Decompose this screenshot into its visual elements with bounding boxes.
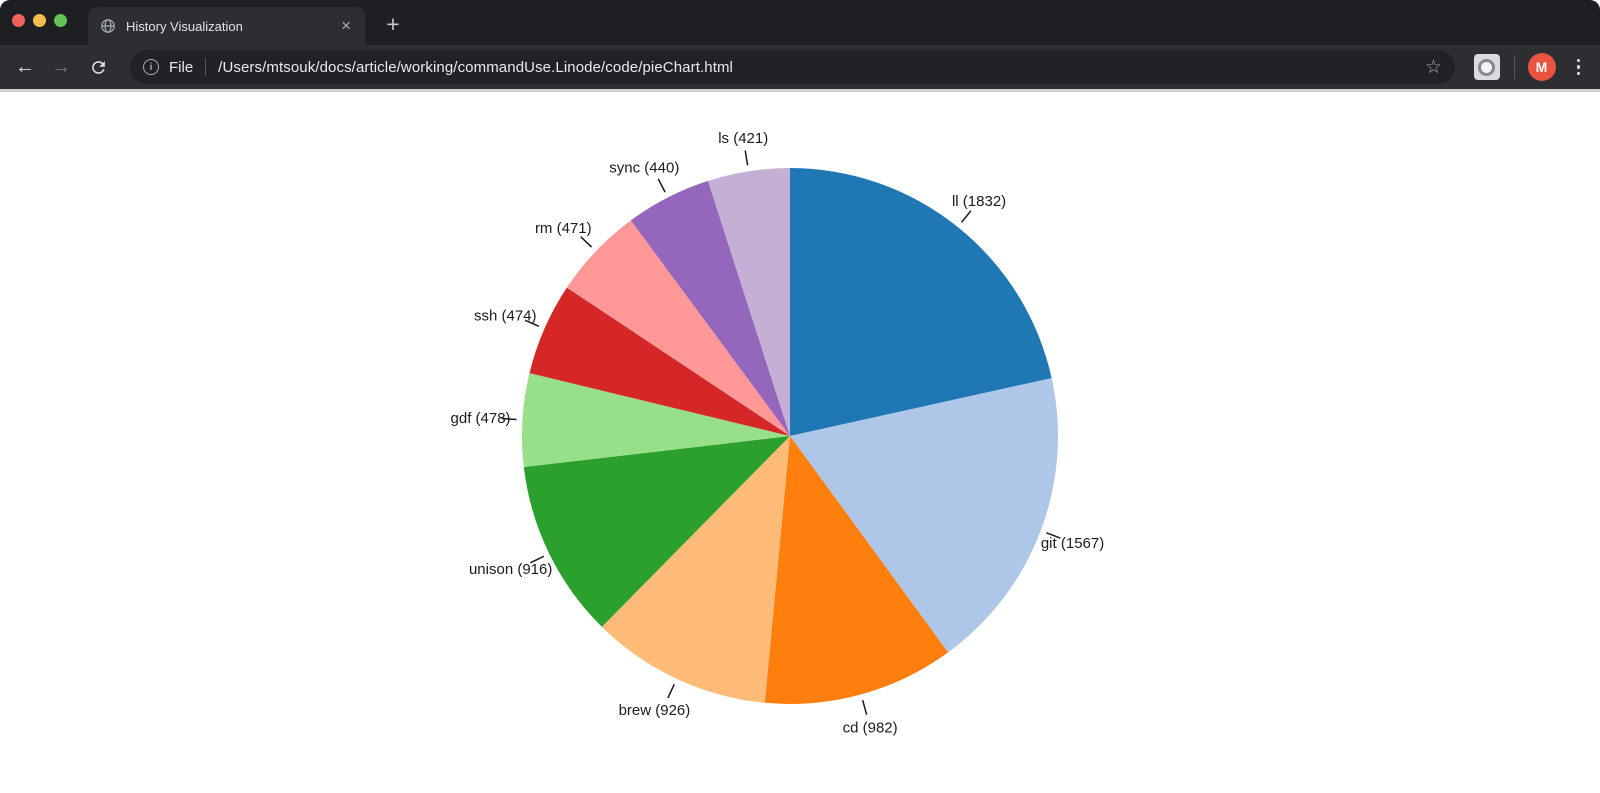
extension-logo-ring [1478, 58, 1495, 76]
pie-slice-sync [630, 180, 790, 436]
new-tab-button[interactable]: + [386, 10, 400, 37]
pie-slice-unison [523, 436, 790, 627]
minimize-window-button[interactable] [33, 14, 46, 27]
pie-tick-brew [667, 684, 675, 699]
toolbar-right-cluster: M [1473, 45, 1600, 89]
tab-history-visualization[interactable]: History Visualization × [88, 7, 365, 45]
pie-slice-rm [566, 220, 790, 436]
pie-chart: ll (1832) git (1567) cd (982) brew (926) uni… [451, 130, 1105, 737]
omnibox-separator [205, 58, 207, 76]
close-window-button[interactable] [12, 14, 25, 27]
info-glyph: i [149, 61, 153, 73]
toolbar-separator [1513, 55, 1515, 79]
pie-slice-ll [790, 168, 1052, 436]
browser-menu-icon[interactable] [1571, 55, 1587, 80]
pie-tick-ll [960, 210, 972, 223]
profile-avatar[interactable]: M [1527, 53, 1556, 81]
pie-slice-gdf [522, 373, 790, 468]
url-text[interactable]: /Users/mtsouk/docs/article/working/comma… [218, 58, 733, 76]
pie-tick-cd [861, 699, 868, 715]
pie-tick-sync [657, 178, 666, 193]
pie-label-cd: cd (982) [843, 719, 898, 736]
pie-tick-gdf [501, 417, 517, 421]
forward-button[interactable]: → [51, 55, 71, 78]
bookmark-star-icon[interactable]: ☆ [1424, 56, 1442, 78]
reload-button[interactable] [82, 45, 114, 89]
page-info-icon[interactable]: i [143, 59, 159, 75]
tab-strip: History Visualization × + [0, 0, 1600, 45]
pie-label-ssh: ssh (474) [474, 307, 537, 324]
pie-tick-ssh [524, 319, 540, 327]
window-controls [12, 14, 67, 27]
pie-tick-unison [530, 555, 545, 564]
pie-tick-ls [744, 150, 749, 166]
tab-close-icon[interactable]: × [341, 16, 351, 35]
pie-label-brew: brew (926) [619, 702, 691, 719]
pie-label-ll: ll (1832) [952, 193, 1006, 210]
pie-slice-brew [601, 436, 790, 703]
extension-icon[interactable] [1473, 54, 1500, 80]
back-button[interactable]: ← [15, 55, 35, 78]
pie-label-unison: unison (916) [469, 561, 552, 578]
pie-label-gdf: gdf (478) [451, 410, 511, 427]
pie-tick-git [1046, 532, 1061, 539]
address-bar[interactable]: i File /Users/mtsouk/docs/article/workin… [130, 50, 1455, 84]
url-scheme-label: File [169, 58, 194, 76]
pie-label-ls: ls (421) [718, 130, 768, 147]
tab-title: History Visualization [126, 18, 243, 34]
pie-slice-ssh [529, 287, 790, 436]
pie-label-sync: sync (440) [609, 159, 679, 176]
fullscreen-window-button[interactable] [54, 14, 67, 27]
pie-slice-git [790, 378, 1058, 653]
pie-slice-ls [708, 168, 790, 436]
default-page-globe-icon [100, 18, 116, 34]
pie-label-rm: rm (471) [535, 220, 592, 237]
pie-label-git: git (1567) [1041, 535, 1104, 552]
pie-slice-cd [764, 436, 949, 704]
page-content: ll (1832) git (1567) cd (982) brew (926) uni… [0, 92, 1600, 793]
pie-tick-rm [580, 236, 593, 248]
content-divider [0, 89, 1600, 92]
toolbar: ← → i File /Users/mtsouk/docs/article/wo… [0, 45, 1600, 89]
